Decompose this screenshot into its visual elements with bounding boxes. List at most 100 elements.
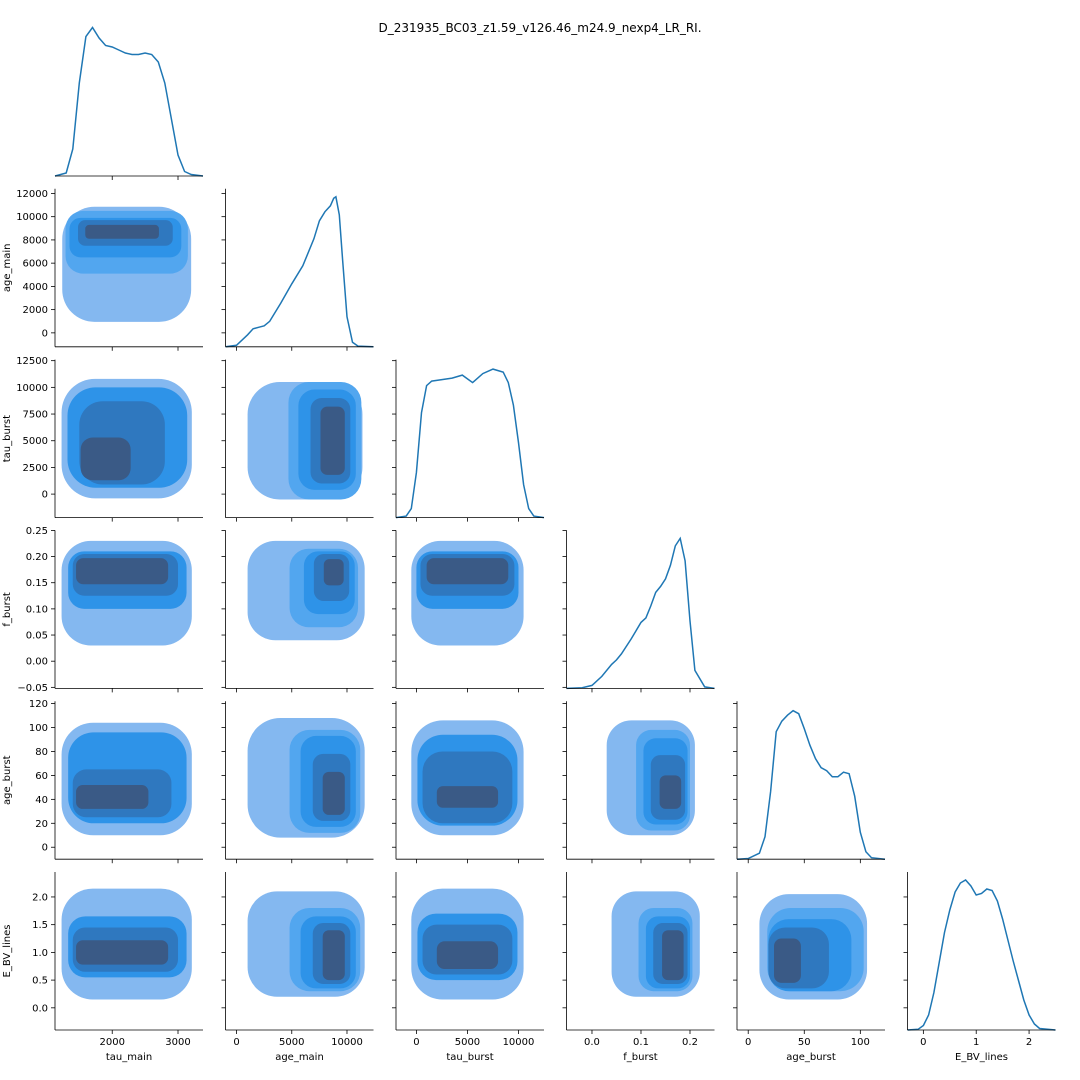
x-axis-label: age_burst (786, 1052, 836, 1063)
y-tick-label: 10000 (16, 383, 48, 394)
x-tick-label: 0 (745, 1037, 751, 1048)
panel-r2-c1 (221, 359, 374, 522)
y-tick-label: 12000 (16, 189, 48, 200)
x-tick-label: 2000 (100, 1037, 125, 1048)
kde-level-4 (662, 930, 684, 981)
y-tick-label: 1.0 (32, 948, 48, 959)
y-tick-label: 120 (29, 699, 48, 710)
y-tick-label: 2000 (23, 305, 48, 316)
kde-level-4 (322, 771, 345, 815)
panels-layer: 020004000600080001000012000age_main02500… (2, 26, 1056, 1063)
panel-r5-c5: 0 1 2 E_BV_lines (903, 872, 1056, 1063)
x-tick-label: 5000 (279, 1037, 304, 1048)
y-axis-label: E_BV_lines (2, 925, 13, 978)
panel-r4-c1 (221, 701, 374, 864)
kde-line-f_burst (566, 536, 715, 690)
x-tick-label: 10000 (503, 1037, 535, 1048)
kde-level-4 (76, 784, 149, 809)
y-tick-label: 2.0 (32, 892, 48, 903)
kde-level-4 (426, 558, 509, 585)
panel-r5-c2: 0 5000 10000 tau_burst (392, 872, 544, 1063)
contour-group (61, 540, 192, 646)
y-tick-label: 12500 (16, 356, 48, 367)
x-axis-label: tau_main (106, 1052, 152, 1063)
y-tick-label: 80 (35, 747, 48, 758)
kde-line-age_main (225, 195, 374, 348)
panel-r3-c0: −0.05 0.00 0.05 0.10 0.15 0.20 0.25 f_burst (2, 526, 203, 694)
x-tick-label: 0 (920, 1037, 926, 1048)
y-tick-label: 0.0 (32, 1003, 48, 1014)
x-tick-label: 0.0 (584, 1037, 600, 1048)
panel-r5-c0: 2000 3000 0.0 0.5 1.0 1.5 2.0 tau_main E_BV_line… (2, 872, 203, 1063)
y-tick-label: 0 (42, 328, 48, 339)
x-tick-label: 2 (1026, 1037, 1032, 1048)
x-tick-label: 10000 (331, 1037, 363, 1048)
contour-group (247, 382, 363, 500)
y-axis-label: age_burst (2, 755, 13, 805)
x-tick-label: 0 (413, 1037, 419, 1048)
kde-level-4 (659, 775, 682, 809)
y-tick-label: 10000 (16, 212, 48, 223)
contour-group (61, 888, 192, 1000)
panel-r5-c3: 0.0 0.1 0.2 f_burst (562, 872, 715, 1063)
contour-group (611, 891, 700, 997)
contour-group (411, 888, 524, 1000)
x-axis-label: tau_burst (446, 1052, 493, 1063)
kde-line-tau_burst (395, 368, 545, 519)
contour-group (411, 720, 524, 836)
contour-group (411, 540, 524, 646)
y-axis-label: age_main (2, 243, 13, 292)
y-tick-label: 20 (35, 819, 48, 830)
x-tick-label: 50 (798, 1037, 811, 1048)
y-tick-label: 2500 (23, 463, 48, 474)
y-tick-label: 0.20 (26, 552, 48, 563)
x-tick-label: 100 (851, 1037, 870, 1048)
y-tick-label: 60 (35, 771, 48, 782)
x-axis-label: E_BV_lines (955, 1052, 1008, 1063)
y-tick-label: 0.00 (26, 657, 48, 668)
panel-r5-c1: 0 5000 10000 age_main (221, 872, 374, 1063)
contour-group (247, 717, 365, 838)
y-tick-label: 0.5 (32, 976, 48, 987)
kde-level-4 (76, 940, 169, 965)
x-tick-label: 3000 (165, 1037, 190, 1048)
y-tick-label: 0.15 (26, 578, 48, 589)
y-tick-label: 4000 (23, 282, 48, 293)
kde-level-4 (436, 941, 499, 970)
contour-group (759, 894, 868, 1000)
kde-level-4 (322, 930, 345, 981)
y-tick-label: 0.25 (26, 526, 48, 537)
kde-line-E_BV_lines (907, 879, 1056, 1031)
y-tick-label: 0.05 (26, 631, 48, 642)
y-tick-label: 0 (42, 843, 48, 854)
y-tick-label: 6000 (23, 259, 48, 270)
panel-r4-c2 (392, 701, 544, 864)
panel-r4-c3 (562, 701, 715, 864)
x-axis-label: age_main (275, 1052, 324, 1063)
contour-group (61, 722, 192, 836)
panel-r2-c2 (392, 359, 545, 522)
kde-level-4 (436, 786, 499, 808)
x-tick-label: 0.2 (682, 1037, 698, 1048)
kde-line-tau_main (54, 26, 204, 177)
x-tick-label: 0 (233, 1037, 239, 1048)
panel-r4-c4 (733, 701, 886, 864)
kde-level-4 (76, 558, 169, 585)
y-axis-label: f_burst (2, 592, 13, 627)
kde-level-4 (85, 224, 159, 239)
kde-level-4 (323, 559, 344, 586)
panel-r4-c0: 0 20 40 60 80 100 120 age_burst (2, 699, 203, 864)
chart-title: D_231935_BC03_z1.59_v126.46_m24.9_nexp4_… (378, 21, 701, 35)
contour-group (606, 720, 695, 836)
contour-group (247, 891, 365, 997)
x-axis-label: f_burst (623, 1052, 658, 1063)
y-tick-label: 0 (42, 490, 48, 501)
y-tick-label: 40 (35, 795, 48, 806)
panel-r3-c3 (562, 530, 715, 693)
panel-r3-c1 (221, 530, 374, 693)
contour-group (62, 206, 192, 322)
kde-level-4 (80, 437, 131, 481)
x-tick-label: 0.1 (633, 1037, 649, 1048)
y-axis-label: tau_burst (2, 415, 13, 462)
